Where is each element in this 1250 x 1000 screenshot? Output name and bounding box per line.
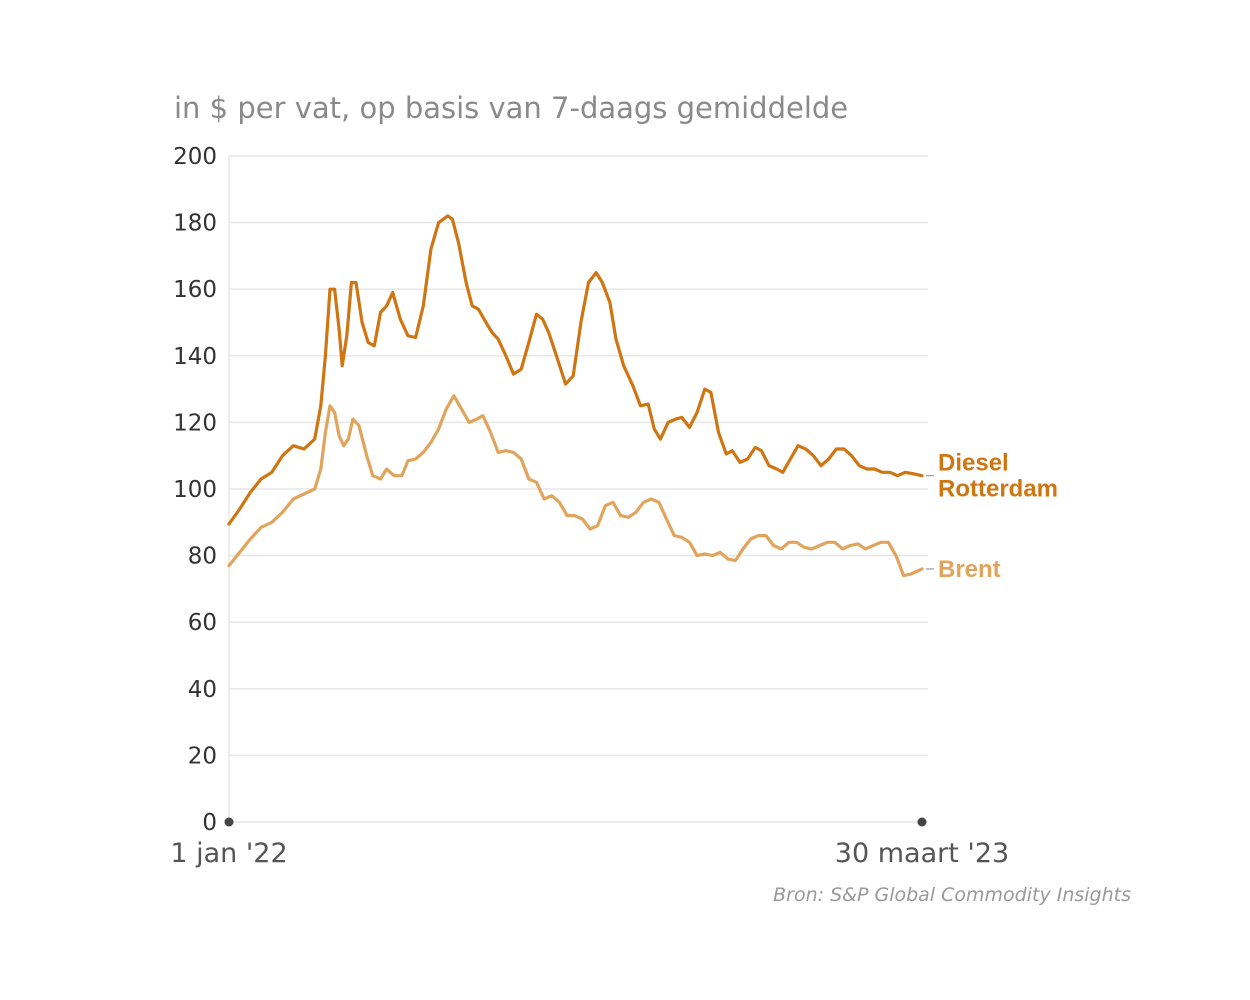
x-axis: 1 jan '22 30 maart '23 <box>170 817 1009 869</box>
chart-subtitle: in $ per vat, op basis van 7-daags gemid… <box>174 91 848 125</box>
series-labels: Diesel Rotterdam Brent <box>926 450 1058 583</box>
gridlines <box>228 155 928 823</box>
series-label-line: Rotterdam <box>938 476 1058 503</box>
source-note: Bron: S&P Global Commodity Insights <box>773 884 1131 906</box>
x-axis-start-dot <box>224 817 234 827</box>
series-label-line: Diesel <box>938 450 1009 477</box>
x-tick-label-start: 1 jan '22 <box>170 838 287 869</box>
series-label-line: Brent <box>938 556 1001 583</box>
series-label-brent: Brent <box>938 556 1001 583</box>
y-tick-label: 0 <box>202 810 217 836</box>
y-tick-label: 200 <box>173 144 217 170</box>
y-tick-label: 100 <box>173 477 217 503</box>
y-tick-label: 160 <box>173 277 217 303</box>
y-tick-label: 20 <box>188 743 217 769</box>
x-tick-label-end: 30 maart '23 <box>835 838 1009 869</box>
y-tick-label: 40 <box>188 677 217 703</box>
series-lines <box>227 214 924 578</box>
y-tick-label: 60 <box>188 610 217 636</box>
y-axis-ticks: 0 20 40 60 80 100 120 140 160 180 200 <box>173 144 217 836</box>
y-tick-label: 80 <box>188 544 217 570</box>
series-label-diesel: Diesel Rotterdam <box>938 450 1058 503</box>
y-tick-label: 140 <box>173 344 217 370</box>
series-line-brent <box>227 394 924 578</box>
y-tick-label: 180 <box>173 211 217 237</box>
y-tick-label: 120 <box>173 410 217 436</box>
x-axis-end-dot <box>917 817 927 827</box>
series-line-diesel <box>227 214 924 526</box>
